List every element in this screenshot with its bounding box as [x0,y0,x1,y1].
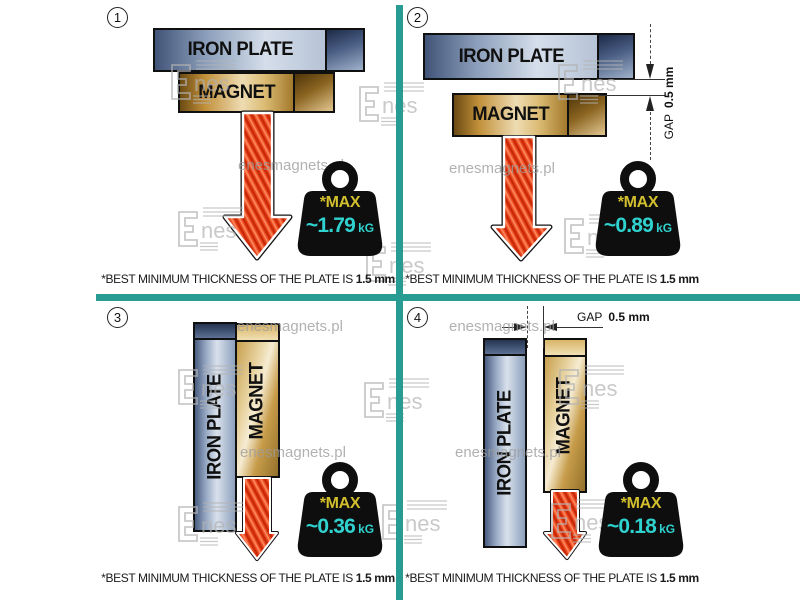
max-label: *MAX [319,194,361,211]
footnote: *BEST MINIMUM THICKNESS OF THE PLATE IS 1… [405,571,699,585]
svg-text:nes: nes [405,511,440,536]
gap-extension-line [502,327,514,328]
quadrant-1-badge: 1 [107,7,128,28]
max-weight-value: ~0.36 kG [305,515,375,538]
watermark-text: enesmagnets.pl [237,318,343,335]
watermark-text: enesmagnets.pl [238,157,344,174]
iron-plate-label: IRON PLATE [494,390,515,496]
magnet-label: MAGNET [198,81,275,103]
svg-text:nes: nes [201,376,236,401]
iron-plate-side-face [325,28,365,72]
enes-logo-watermark: nes [559,365,624,409]
weight-unit: kG [656,221,673,235]
footnote: *BEST MINIMUM THICKNESS OF THE PLATE IS 1… [101,272,395,286]
enes-logo-watermark: nes [178,207,243,251]
weight-unit: kG [358,522,375,536]
magnet-cap [543,338,587,357]
pull-force-arrow-icon [490,135,553,262]
gap-extension-line [557,327,603,328]
magnet: MAGNET [235,323,280,478]
magnet-label: MAGNET [246,362,268,439]
max-label: *MAX [617,194,659,211]
gap-dimension-line [650,112,651,160]
max-weight-value: ~0.89 kG [603,214,673,237]
enes-logo-watermark: nes [178,502,243,546]
max-weight-icon: *MAX ~0.36 kG [297,461,383,559]
svg-text:nes: nes [201,513,236,538]
weight-unit: kG [358,221,375,235]
gap-dimension-line [543,306,544,348]
watermark-text: enesmagnets.pl [240,444,346,461]
gap-label: GAP0.5 mm [662,66,676,140]
max-weight-icon: *MAX ~1.79 kG [297,160,383,258]
enes-logo-watermark: nes [382,500,447,544]
magnet-side-face [293,72,335,113]
max-label: *MAX [620,495,662,512]
svg-text:nes: nes [581,71,616,96]
iron-plate-label: IRON PLATE [187,39,293,60]
max-label: *MAX [319,495,361,512]
iron-plate-cap [193,322,237,340]
horizontal-divider [96,294,800,301]
watermark-text: enesmagnets.pl [455,444,561,461]
quadrant-3-badge: 3 [107,307,128,328]
gap-dimension-line [527,306,528,348]
gap-arrow-left-icon [544,323,557,331]
enes-logo-watermark: nes [364,378,429,422]
iron-plate-cap [483,338,527,356]
svg-text:nes: nes [389,253,424,278]
max-weight-value: ~1.79 kG [305,214,375,237]
vertical-divider [396,5,403,600]
iron-plate: IRON PLATE [193,322,237,532]
iron-plate-side-face [597,33,635,80]
quadrant-2-badge: 2 [407,7,428,28]
enes-logo-watermark: nes [171,60,236,104]
gap-arrow-right-icon [514,323,527,331]
magnet: MAGNET [543,338,587,493]
enes-logo-watermark: nes [558,60,623,104]
gap-extension-line [599,95,665,96]
max-weight-value: ~0.18 kG [606,515,676,538]
gap-arrow-down-icon [646,64,654,79]
enes-logo-watermark: nes [359,82,424,126]
magnet-label: MAGNET [472,104,549,125]
footnote: *BEST MINIMUM THICKNESS OF THE PLATE IS 1… [101,571,395,585]
magnet-cap [235,323,280,342]
gap-dimension-line [650,24,651,64]
watermark-text: enesmagnets.pl [449,160,555,177]
pull-force-arrow-icon [222,110,293,261]
svg-text:nes: nes [201,218,236,243]
max-weight-icon: *MAX ~0.89 kG [595,160,681,258]
svg-text:nes: nes [194,71,229,96]
enes-logo-watermark: nes [178,365,243,409]
magnet-side-face [567,93,607,137]
gap-extension-line [599,79,665,80]
weight-unit: kG [659,522,676,536]
pull-force-arrow-icon [235,476,279,561]
footnote: *BEST MINIMUM THICKNESS OF THE PLATE IS 1… [405,272,699,286]
svg-text:nes: nes [387,389,422,414]
iron-plate: IRON PLATE [483,338,527,548]
iron-plate: IRON PLATE [423,33,599,80]
gap-arrow-up-icon [646,96,654,111]
svg-text:nes: nes [582,376,617,401]
iron-plate-label: IRON PLATE [458,45,564,67]
quadrant-4-badge: 4 [407,307,428,328]
watermark-text: enesmagnets.pl [449,318,555,335]
max-weight-icon: *MAX ~0.18 kG [598,461,684,559]
